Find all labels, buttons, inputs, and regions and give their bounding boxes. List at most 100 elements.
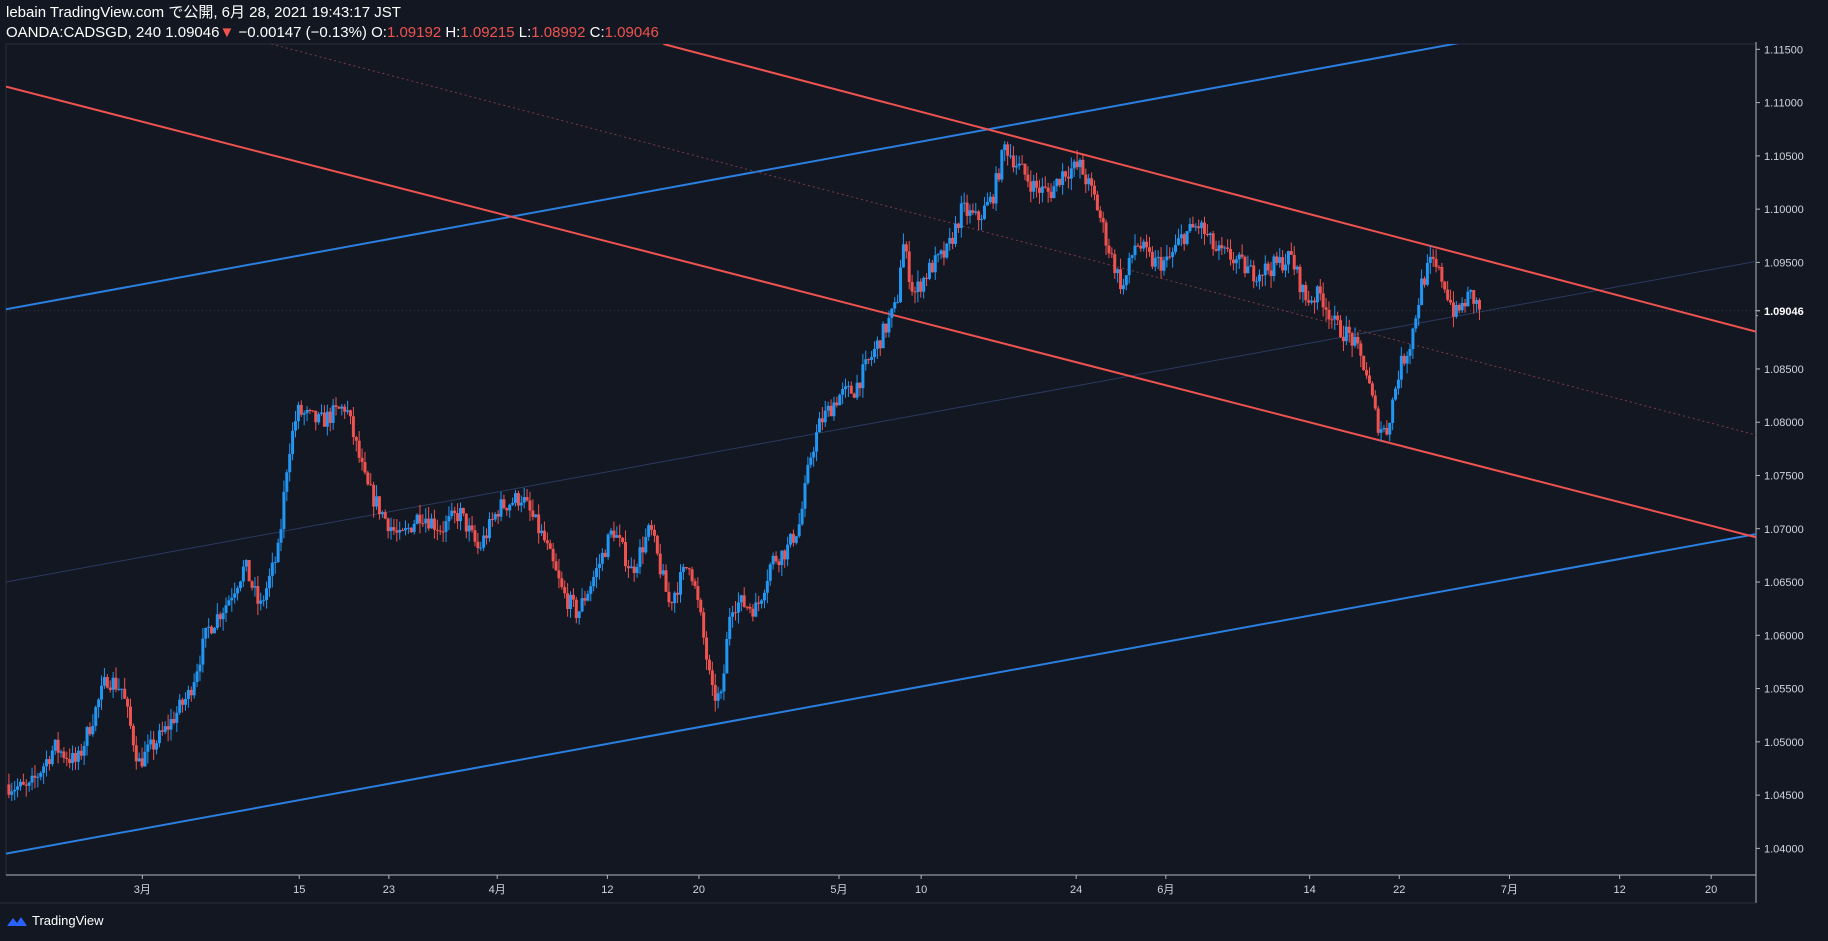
candle-down — [126, 698, 130, 707]
candle-up — [519, 502, 523, 506]
candle-down — [867, 359, 871, 361]
candle-up — [762, 592, 766, 601]
candle-up — [1399, 355, 1403, 380]
candle-up — [893, 302, 897, 309]
candle-down — [383, 512, 387, 519]
candle-up — [288, 454, 292, 473]
candle-down — [1220, 245, 1224, 249]
y-tick-label: 1.07500 — [1764, 470, 1804, 482]
candle-up — [1237, 254, 1241, 260]
candle-up — [592, 577, 596, 587]
x-tick-label: 20 — [1705, 884, 1717, 896]
candle-down — [626, 566, 630, 569]
candle-up — [823, 410, 827, 423]
candle-up — [201, 638, 205, 665]
candle-up — [183, 698, 187, 705]
candle-down — [453, 510, 457, 514]
candle-up — [569, 594, 573, 610]
candle-down — [791, 533, 795, 543]
candle-down — [1113, 254, 1117, 274]
candle-up — [71, 753, 75, 764]
candle-down — [618, 535, 622, 538]
candle-down — [942, 250, 946, 258]
y-tick-label: 1.10500 — [1764, 151, 1804, 163]
candle-up — [50, 750, 54, 764]
candle-up — [1295, 266, 1299, 270]
x-tick-label: 3月 — [134, 884, 151, 896]
candle-down — [343, 406, 347, 412]
candle-up — [725, 638, 729, 674]
candle-down — [745, 606, 749, 608]
candle-down — [418, 514, 422, 524]
down-arrow-icon: ▼ — [219, 24, 235, 41]
candle-down — [1434, 258, 1438, 267]
candle-up — [13, 789, 17, 792]
candle-up — [980, 218, 984, 221]
candle-down — [311, 410, 315, 412]
candle-down — [1095, 194, 1099, 211]
candle-down — [516, 493, 520, 506]
candle-down — [991, 196, 995, 204]
blue-channel-upper — [6, 44, 1460, 311]
candle-down — [366, 472, 370, 485]
candle-down — [774, 555, 778, 562]
candle-up — [198, 664, 202, 672]
candle-down — [134, 745, 138, 762]
candle-up — [215, 614, 219, 628]
candle-up — [1278, 257, 1282, 263]
candle-down — [951, 237, 955, 244]
candle-up — [415, 514, 419, 524]
candle-down — [1084, 174, 1088, 185]
candle-up — [241, 566, 245, 582]
candle-down — [1119, 269, 1123, 290]
candle-up — [1133, 245, 1137, 256]
candle-down — [713, 685, 717, 701]
y-tick-label: 1.04000 — [1764, 843, 1804, 855]
candle-down — [1373, 395, 1377, 409]
candle-down — [1150, 251, 1154, 267]
candle-up — [146, 744, 150, 752]
candle-down — [363, 462, 367, 473]
candle-up — [30, 775, 34, 783]
candle-down — [1362, 355, 1366, 371]
y-tick-label: 1.05000 — [1764, 737, 1804, 749]
candle-up — [1127, 257, 1131, 276]
candle-down — [79, 750, 83, 756]
candle-down — [554, 561, 558, 571]
candle-down — [56, 739, 60, 753]
candle-up — [580, 598, 584, 612]
candle-up — [1396, 379, 1400, 389]
candle-up — [786, 544, 790, 560]
candle-up — [800, 508, 804, 525]
candle-up — [794, 536, 798, 543]
symbol-label[interactable]: OANDA:CADSGD, 240 — [6, 24, 162, 41]
candle-up — [18, 781, 22, 787]
candle-down — [783, 550, 787, 560]
candle-up — [1263, 263, 1267, 276]
candle-up — [39, 772, 43, 777]
x-tick-label: 6月 — [1157, 884, 1174, 896]
candle-up — [482, 535, 486, 548]
candle-down — [1376, 408, 1380, 433]
candle-up — [1014, 165, 1018, 168]
candle-down — [742, 595, 746, 607]
candle-up — [320, 412, 324, 415]
candle-up — [841, 389, 845, 395]
candle-up — [679, 572, 683, 595]
candle-up — [754, 602, 758, 617]
candle-down — [1451, 302, 1455, 317]
candle-up — [887, 317, 891, 333]
candle-down — [971, 210, 975, 213]
candle-down — [1075, 161, 1079, 168]
candle-down — [1330, 319, 1334, 321]
candle-down — [496, 514, 500, 517]
tradingview-brand[interactable]: TradingView — [6, 913, 104, 928]
low-label: L: — [518, 24, 532, 41]
candle-up — [412, 523, 416, 533]
candle-up — [1454, 304, 1458, 317]
candle-up — [155, 743, 159, 750]
candle-up — [27, 782, 31, 786]
candle-down — [621, 537, 625, 542]
x-tick-label: 12 — [601, 884, 613, 896]
